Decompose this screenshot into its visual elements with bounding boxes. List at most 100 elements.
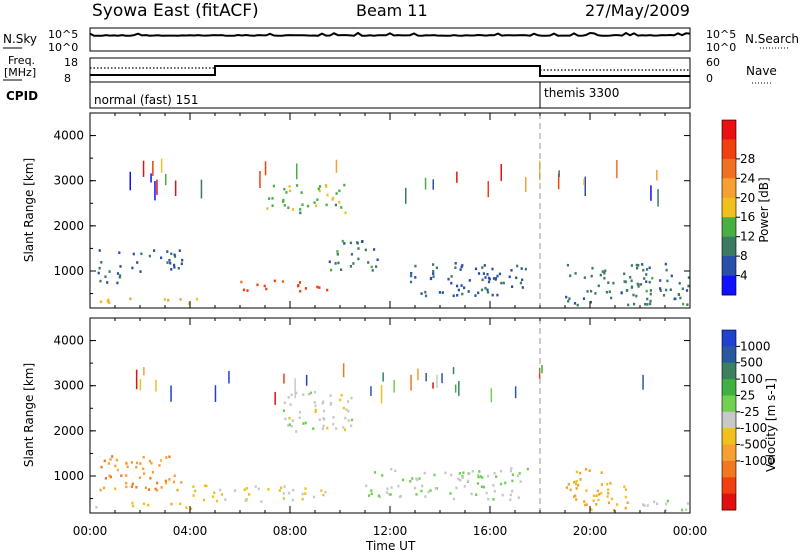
power-cell bbox=[139, 270, 142, 273]
power-cell bbox=[639, 283, 642, 286]
power-cell bbox=[173, 253, 176, 257]
power-cell bbox=[624, 280, 627, 284]
nsky-panel bbox=[89, 27, 691, 52]
velocity-colorbar-swatch bbox=[722, 444, 736, 462]
velocity-cell bbox=[517, 496, 520, 499]
power-cell bbox=[282, 198, 285, 202]
power-cell bbox=[315, 204, 318, 208]
power-streak bbox=[656, 169, 658, 181]
velocity-cell bbox=[312, 495, 316, 499]
power-streak bbox=[500, 164, 502, 181]
power-cell bbox=[341, 239, 344, 243]
power-cell bbox=[336, 250, 339, 253]
power-cell bbox=[166, 261, 169, 264]
velocity-cell bbox=[148, 459, 152, 463]
velocity-cell bbox=[575, 480, 578, 483]
velocity-streak bbox=[342, 363, 345, 378]
power-cell bbox=[636, 266, 639, 270]
velocity-colorbar-tick-label: 25 bbox=[740, 388, 755, 402]
velocity-cell bbox=[516, 474, 520, 477]
power-cell bbox=[429, 277, 432, 281]
velocity-cell bbox=[493, 471, 496, 475]
velocity-cell bbox=[479, 475, 482, 478]
power-cell bbox=[371, 269, 374, 272]
velocity-cell bbox=[511, 473, 514, 477]
power-colorbar-tick-label: 28 bbox=[740, 152, 755, 166]
velocity-cell bbox=[518, 472, 521, 475]
velocity-cell bbox=[397, 484, 400, 488]
velocity-cell bbox=[130, 461, 133, 464]
power-cell bbox=[576, 303, 579, 307]
xlabel: Time UT bbox=[365, 539, 416, 553]
velocity-cell bbox=[461, 476, 464, 479]
velocity-colorbar-tick-label: 500 bbox=[740, 356, 763, 370]
velocity-cell bbox=[287, 424, 290, 427]
velocity-ytick-label: 2000 bbox=[53, 424, 84, 438]
velocity-cell bbox=[322, 424, 325, 428]
velocity-cell bbox=[322, 493, 325, 497]
power-cell bbox=[648, 280, 651, 284]
power-cell bbox=[291, 208, 294, 211]
velocity-cell bbox=[342, 426, 345, 429]
velocity-cell bbox=[125, 485, 128, 489]
power-cell bbox=[450, 275, 453, 278]
power-cell bbox=[424, 294, 428, 298]
power-cell bbox=[467, 290, 470, 293]
velocity-cell bbox=[511, 489, 514, 493]
power-cell bbox=[601, 270, 604, 273]
power-cell bbox=[590, 274, 593, 278]
power-streak bbox=[154, 181, 156, 201]
velocity-cell bbox=[585, 503, 588, 506]
power-cell bbox=[108, 270, 111, 273]
power-cell bbox=[118, 275, 121, 279]
power-cell bbox=[299, 289, 302, 293]
power-cell bbox=[98, 249, 101, 252]
power-cell bbox=[104, 275, 107, 278]
velocity-cell bbox=[585, 489, 588, 492]
velocity-cell bbox=[159, 459, 163, 462]
velocity-cell bbox=[370, 492, 373, 496]
power-cell bbox=[519, 281, 522, 285]
power-cell bbox=[454, 262, 457, 265]
nave-label: Nave bbox=[746, 64, 777, 78]
velocity-cell bbox=[142, 455, 145, 459]
power-cell bbox=[521, 278, 524, 282]
power-cell bbox=[659, 289, 662, 292]
velocity-cell bbox=[176, 488, 179, 492]
velocity-cell bbox=[487, 497, 490, 501]
velocity-cell bbox=[329, 401, 333, 405]
power-cell bbox=[167, 298, 170, 302]
xtick-label: 12:00 bbox=[373, 524, 408, 538]
power-cell bbox=[328, 260, 331, 264]
velocity-cell bbox=[342, 406, 345, 410]
velocity-cell bbox=[298, 410, 302, 414]
power-cell bbox=[272, 184, 275, 188]
nsky-label: N.Sky bbox=[3, 32, 37, 46]
velocity-cell bbox=[415, 493, 418, 496]
power-cell bbox=[491, 267, 494, 271]
power-cell bbox=[454, 266, 457, 269]
power-streak bbox=[160, 158, 163, 173]
power-cell bbox=[641, 263, 644, 266]
power-cell bbox=[173, 263, 176, 267]
freq-label-line1: Freq. bbox=[8, 54, 35, 67]
power-cell bbox=[629, 276, 632, 279]
power-colorbar-swatch bbox=[722, 178, 736, 199]
velocity-colorbar-tick-label: -500 bbox=[740, 438, 767, 452]
power-cell bbox=[180, 262, 183, 266]
velocity-cell bbox=[590, 508, 593, 511]
velocity-cell bbox=[282, 497, 285, 500]
power-cell bbox=[612, 281, 615, 285]
power-cell bbox=[337, 261, 340, 265]
power-cell bbox=[118, 251, 121, 254]
velocity-streak bbox=[441, 373, 443, 384]
velocity-streak bbox=[417, 368, 419, 381]
velocity-cell bbox=[260, 500, 263, 503]
velocity-cell bbox=[470, 492, 473, 496]
velocity-colorbar-tick-label: -100 bbox=[740, 421, 767, 435]
velocity-cell bbox=[165, 481, 168, 485]
power-cell bbox=[491, 293, 494, 297]
velocity-cell bbox=[575, 482, 578, 486]
power-cell bbox=[288, 189, 292, 193]
